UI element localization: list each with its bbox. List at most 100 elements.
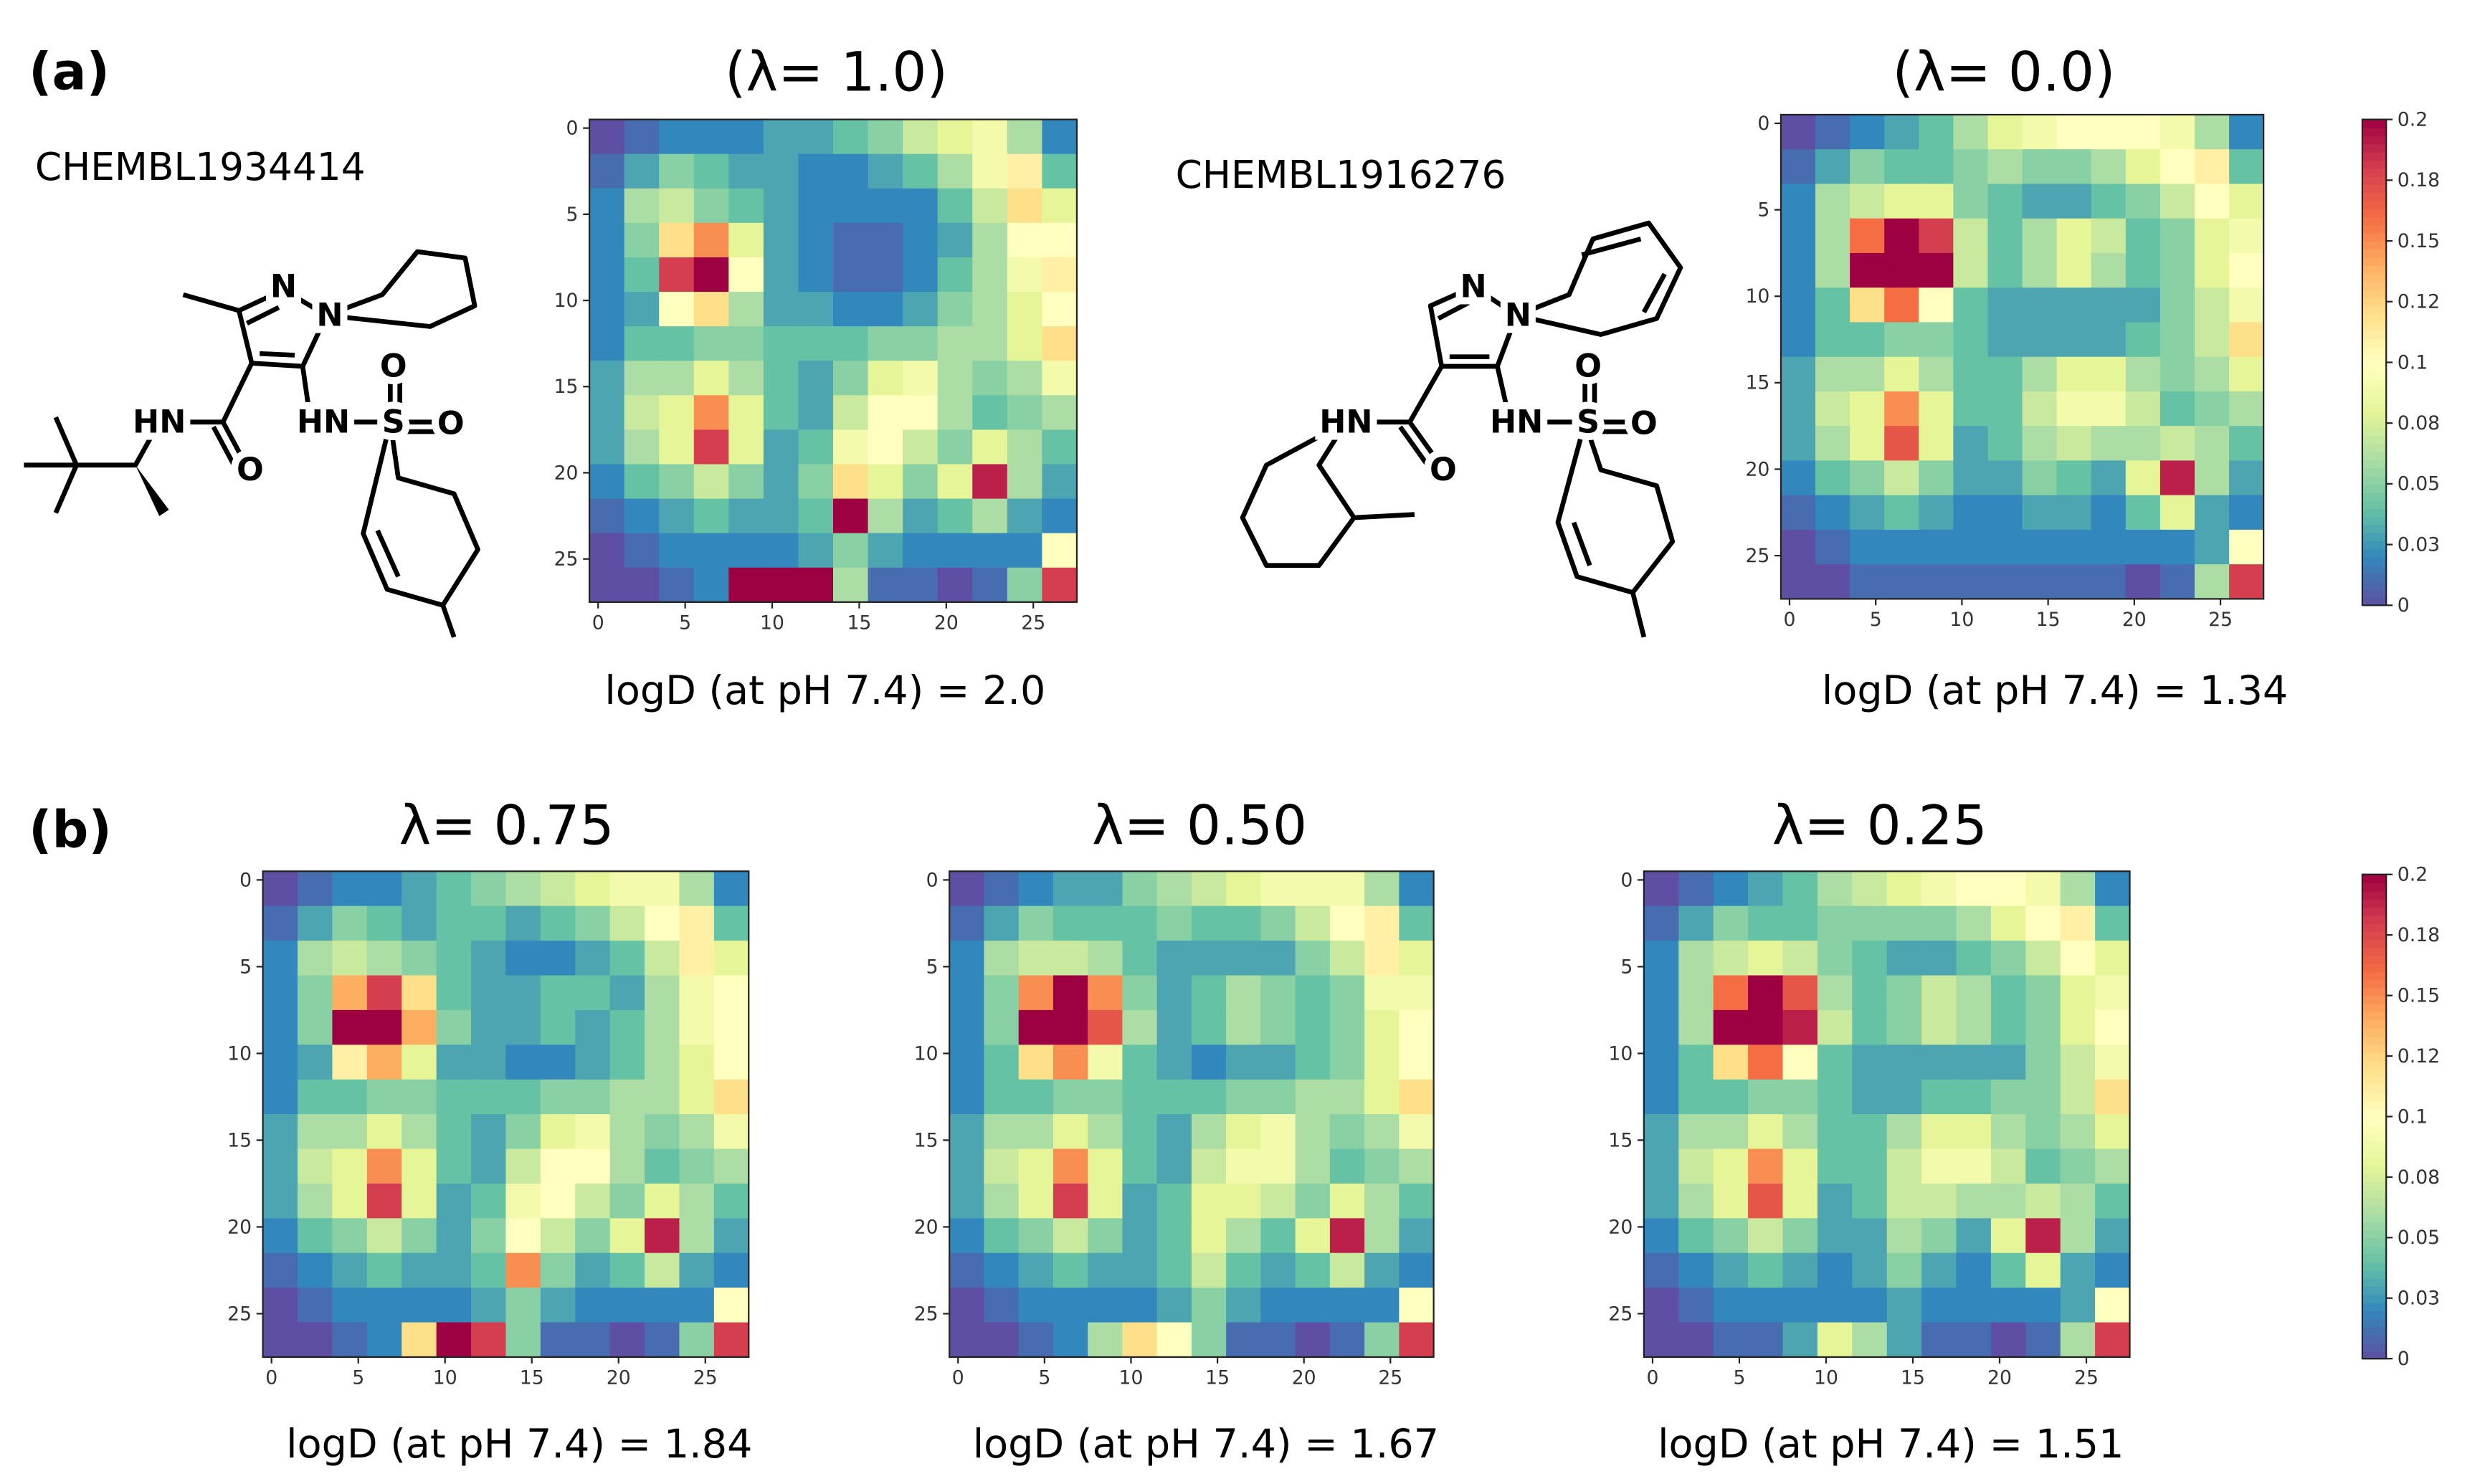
heatmap-cell (1018, 1183, 1054, 1219)
heatmap-cell (1042, 257, 1078, 292)
heatmap-cell (471, 1252, 507, 1289)
heatmap-cell (1782, 941, 1818, 976)
heatmap-cell (2159, 252, 2195, 289)
heatmap-cell (1156, 941, 1192, 976)
heatmap-cell (659, 119, 695, 155)
heatmap-cell (1815, 114, 1851, 151)
heatmap-cell (1260, 975, 1296, 1011)
heatmap-cell (903, 567, 939, 603)
heatmap-cell (1953, 426, 1989, 462)
heatmap-cell (1643, 975, 1680, 1011)
heatmap-cell (2125, 287, 2161, 323)
heatmap-cell (1260, 941, 1296, 976)
heatmap-cell (1852, 1322, 1888, 1358)
heatmap-cell (1886, 1322, 1922, 1358)
heatmap-cell (1956, 1183, 1992, 1219)
colorbar-step (2362, 915, 2387, 924)
heatmap-cell (1956, 1079, 1992, 1115)
heatmap-cell (609, 871, 645, 907)
heatmap-cell (1295, 1079, 1331, 1115)
heatmap-cell (1780, 252, 1816, 289)
heatmap-cell (589, 119, 625, 155)
heatmap-cell (659, 326, 695, 362)
heatmap-cell (624, 395, 660, 431)
heatmap-cell (972, 153, 1008, 189)
heatmap-cell (1919, 564, 1954, 600)
heatmap-cell (540, 1009, 576, 1046)
heatmap-cell (1919, 460, 1954, 496)
heatmap-cell (798, 429, 834, 465)
colorbar-step (2362, 938, 2387, 948)
heatmap-cell (1852, 1045, 1888, 1080)
heatmap-cell (1919, 356, 1954, 392)
y-tick-label: 0 (239, 869, 252, 891)
heatmap-cell (402, 871, 437, 907)
heatmap-cell (1884, 149, 1920, 185)
heatmap-cell (903, 326, 939, 362)
x-axis-label: logD (at pH 7.4) = 1.34 (1822, 667, 2288, 714)
plot-frame (1643, 870, 2131, 1359)
heatmap-cell (332, 1252, 368, 1289)
heatmap-cell (1815, 218, 1851, 254)
heatmap-cell (1815, 495, 1851, 531)
heatmap-cell (298, 1114, 333, 1150)
heatmap-cell (693, 567, 730, 603)
heatmap-cell (798, 292, 834, 328)
heatmap (589, 119, 1078, 603)
colorbar-step (2362, 1245, 2387, 1255)
y-tick-label: 5 (239, 956, 252, 978)
chart-title: λ= 0.50 (1092, 794, 1307, 857)
heatmap-cell (2194, 252, 2230, 289)
atom-label: HN (1490, 404, 1543, 440)
heatmap-cell (436, 975, 472, 1011)
y-tick-label: 25 (554, 548, 579, 571)
heatmap-cell (2125, 564, 2161, 600)
colorbar-tick-label: 0.08 (2398, 412, 2440, 434)
colorbar-step (2362, 1326, 2387, 1336)
x-tick-label: 15 (847, 612, 871, 634)
heatmap-cell (2095, 905, 2131, 941)
atom-label: N (1505, 297, 1531, 333)
heatmap-cell (1852, 941, 1888, 976)
colorbar-tick-label: 0.12 (2398, 1045, 2440, 1067)
heatmap-cell (1713, 975, 1749, 1011)
heatmap-cell (1364, 1288, 1400, 1323)
heatmap-cell (972, 464, 1008, 500)
heatmap-cell (298, 871, 333, 907)
heatmap-cell (984, 941, 1020, 976)
heatmap-cell (937, 222, 974, 258)
heatmap-cell (1018, 941, 1054, 976)
heatmap-cell (937, 533, 974, 569)
heatmap-cell (1007, 464, 1043, 500)
colorbar-step (2362, 427, 2387, 437)
heatmap-cell (1295, 1114, 1331, 1150)
heatmap-cell (2159, 564, 2195, 600)
heatmap-cell (505, 1322, 541, 1358)
heatmap-cell (2056, 391, 2092, 427)
heatmap-cell (1782, 1322, 1818, 1358)
heatmap-cell (1782, 1045, 1818, 1080)
colorbar-step (2362, 1132, 2387, 1142)
heatmap-cell (1364, 1009, 1400, 1046)
heatmap-cell (1780, 287, 1816, 323)
heatmap-cell (2091, 114, 2127, 151)
heatmap-cell (763, 567, 799, 603)
heatmap-cell (1226, 1148, 1262, 1184)
x-tick-label: 20 (607, 1367, 631, 1389)
heatmap-cell (1782, 1183, 1818, 1219)
heatmap-cell (2159, 218, 2195, 254)
heatmap-cell (645, 1114, 680, 1150)
heatmap-cell (471, 1322, 507, 1358)
heatmap-cell (659, 188, 695, 224)
heatmap-cell (1886, 1148, 1922, 1184)
heatmap-cell (402, 1009, 437, 1046)
colorbar-step (2362, 931, 2387, 940)
heatmap-cell (1850, 426, 1886, 462)
heatmap-cell (540, 905, 576, 941)
heatmap-cell (763, 361, 799, 396)
heatmap-cell (903, 153, 939, 189)
heatmap-cell (1748, 941, 1784, 976)
colorbar-step (2362, 898, 2387, 908)
x-tick-label: 10 (1119, 1367, 1144, 1389)
heatmap-cell (1191, 1079, 1227, 1115)
